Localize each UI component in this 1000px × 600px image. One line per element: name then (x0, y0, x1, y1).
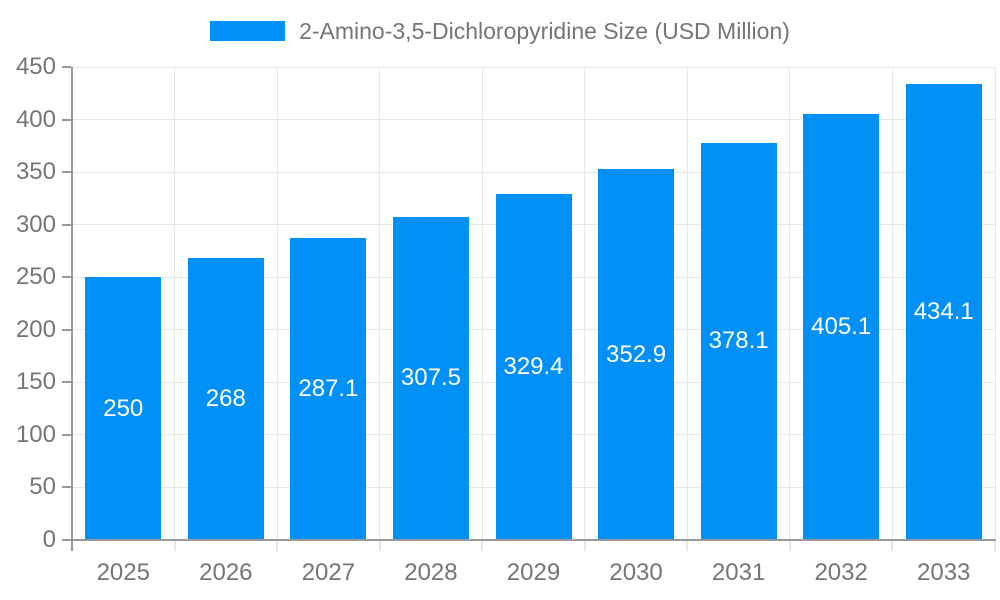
y-tick-250 (62, 276, 71, 279)
y-tick-350 (62, 171, 71, 174)
bar-2025[interactable]: 250 (85, 277, 162, 540)
y-tick-label-400: 400 (15, 105, 56, 133)
y-tick-400 (62, 118, 71, 121)
y-tick-label-0: 0 (42, 526, 56, 553)
y-tick-0 (62, 539, 71, 541)
bar-value-2032: 405.1 (811, 313, 872, 341)
bar-2031[interactable]: 378.1 (700, 142, 777, 540)
gridline-v-6 (686, 67, 688, 540)
x-tick-9 (994, 540, 996, 551)
bar-2030[interactable]: 352.9 (598, 169, 675, 540)
bar-value-2029: 329.4 (503, 352, 564, 380)
bar-value-2025: 250 (103, 394, 144, 422)
y-tick-label-300: 300 (15, 210, 56, 238)
gridline-v-8 (891, 67, 893, 540)
y-tick-100 (62, 433, 71, 436)
y-tick-label-150: 150 (15, 368, 56, 396)
bar-2027[interactable]: 287.1 (290, 238, 367, 540)
gridline-v-4 (481, 67, 483, 540)
y-tick-150 (62, 381, 71, 384)
x-tick-label-2031: 2031 (711, 559, 766, 586)
gridline-v-7 (789, 67, 791, 540)
x-tick-2 (276, 540, 279, 551)
y-tick-label-100: 100 (15, 420, 56, 448)
gridline-h-450 (72, 66, 995, 68)
y-tick-label-450: 450 (15, 53, 56, 80)
legend: 2-Amino-3,5-Dichloropyridine Size (USD M… (0, 17, 1000, 45)
bar-value-2028: 307.5 (400, 364, 461, 392)
gridline-h-350 (72, 171, 995, 173)
gridline-v-5 (584, 67, 586, 540)
bar-2028[interactable]: 307.5 (392, 216, 469, 540)
x-tick-8 (891, 540, 894, 551)
x-tick-label-2029: 2029 (506, 559, 561, 586)
x-tick-label-2028: 2028 (404, 559, 458, 586)
y-tick-300 (62, 223, 71, 226)
x-tick-3 (378, 540, 381, 551)
y-tick-label-50: 50 (29, 473, 56, 501)
bar-2032[interactable]: 405.1 (803, 114, 880, 540)
bar-value-2031: 378.1 (708, 327, 769, 355)
bar-value-2026: 268 (205, 385, 246, 413)
x-tick-label-2027: 2027 (301, 559, 356, 586)
bar-2026[interactable]: 268 (187, 258, 264, 540)
x-tick-label-2032: 2032 (814, 559, 868, 586)
gridline-h-400 (72, 119, 995, 121)
gridline-v-9 (994, 67, 996, 540)
y-tick-200 (62, 328, 71, 331)
bar-2033[interactable]: 434.1 (905, 83, 982, 540)
gridline-v-1 (174, 67, 176, 540)
x-tick-label-2033: 2033 (917, 559, 971, 586)
y-tick-label-200: 200 (15, 315, 56, 343)
x-tick-label-2030: 2030 (609, 559, 663, 586)
bar-value-2030: 352.9 (606, 340, 667, 368)
legend-item[interactable]: 2-Amino-3,5-Dichloropyridine Size (USD M… (210, 17, 790, 45)
bar-2029[interactable]: 329.4 (495, 193, 572, 540)
x-tick-4 (481, 540, 484, 551)
bar-value-2027: 287.1 (298, 375, 359, 403)
y-tick-450 (62, 66, 71, 68)
x-axis-line (71, 539, 996, 541)
y-tick-label-350: 350 (15, 158, 56, 186)
x-tick-label-2025: 2025 (96, 559, 150, 586)
x-tick-label-2026: 2026 (199, 559, 253, 586)
x-tick-5 (583, 540, 586, 551)
y-axis-line (71, 67, 73, 541)
x-tick-7 (788, 540, 791, 551)
legend-swatch-icon (210, 21, 286, 41)
x-tick-6 (686, 540, 689, 551)
bar-value-2033: 434.1 (913, 297, 974, 325)
gridline-v-2 (276, 67, 278, 540)
x-tick-1 (173, 540, 176, 551)
legend-label: 2-Amino-3,5-Dichloropyridine Size (USD M… (299, 18, 790, 44)
y-tick-label-250: 250 (15, 263, 56, 291)
x-tick-0 (71, 540, 73, 551)
y-tick-50 (62, 486, 71, 489)
gridline-v-3 (379, 67, 381, 540)
